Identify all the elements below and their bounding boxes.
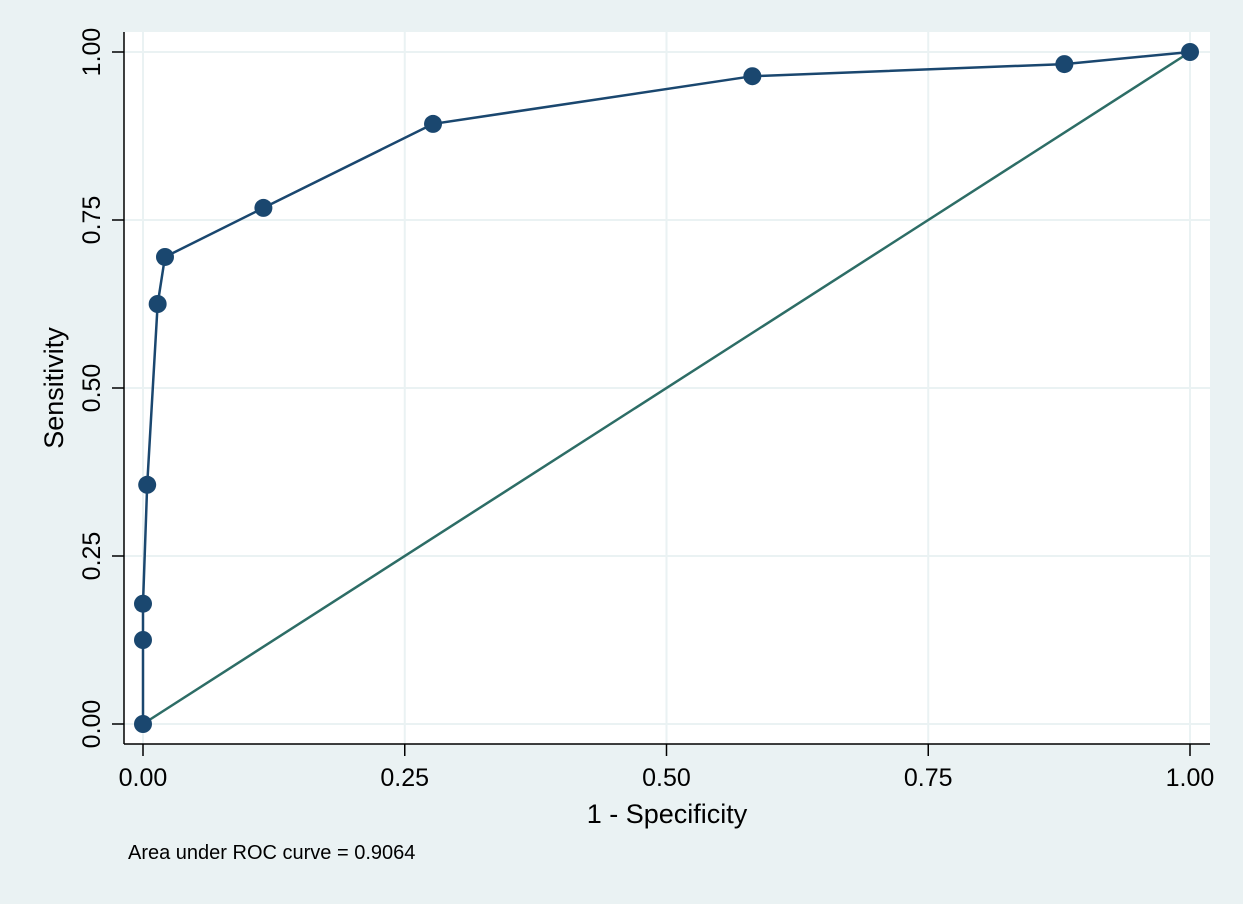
roc-point	[148, 295, 167, 313]
x-tick-label: 0.25	[380, 764, 429, 792]
y-axis-label: Sensitivity	[39, 327, 69, 449]
x-tick-label: 0.00	[119, 764, 168, 792]
series	[134, 43, 1199, 733]
y-tick-label: 1.00	[78, 28, 106, 77]
roc-point	[743, 67, 762, 86]
y-tick-label: 0.50	[78, 364, 106, 413]
roc-point	[424, 114, 443, 133]
roc-point	[134, 594, 152, 613]
y-tick-label: 0.00	[78, 700, 106, 749]
roc-point	[1181, 43, 1199, 61]
roc-point	[134, 715, 152, 733]
x-axis-label: 1 - Specificity	[587, 799, 748, 829]
y-tick-label: 0.25	[78, 532, 106, 581]
roc-point	[254, 198, 273, 217]
reference-line	[142, 50, 1191, 726]
roc-point	[138, 475, 157, 494]
ticks: 0.00 0.00 0.25 0.25 0.50 0.50 0.75 0.75 1.00 1.00	[78, 28, 1214, 792]
roc-point	[134, 631, 152, 649]
auc-note: Area under ROC curve = 0.9064	[128, 842, 416, 864]
x-tick-label: 0.50	[642, 764, 691, 792]
x-tick-label: 1.00	[1166, 764, 1215, 792]
x-tick-label: 0.75	[904, 764, 953, 792]
roc-point	[155, 247, 174, 266]
y-tick-label: 0.75	[78, 196, 106, 245]
roc-point	[1055, 55, 1074, 74]
